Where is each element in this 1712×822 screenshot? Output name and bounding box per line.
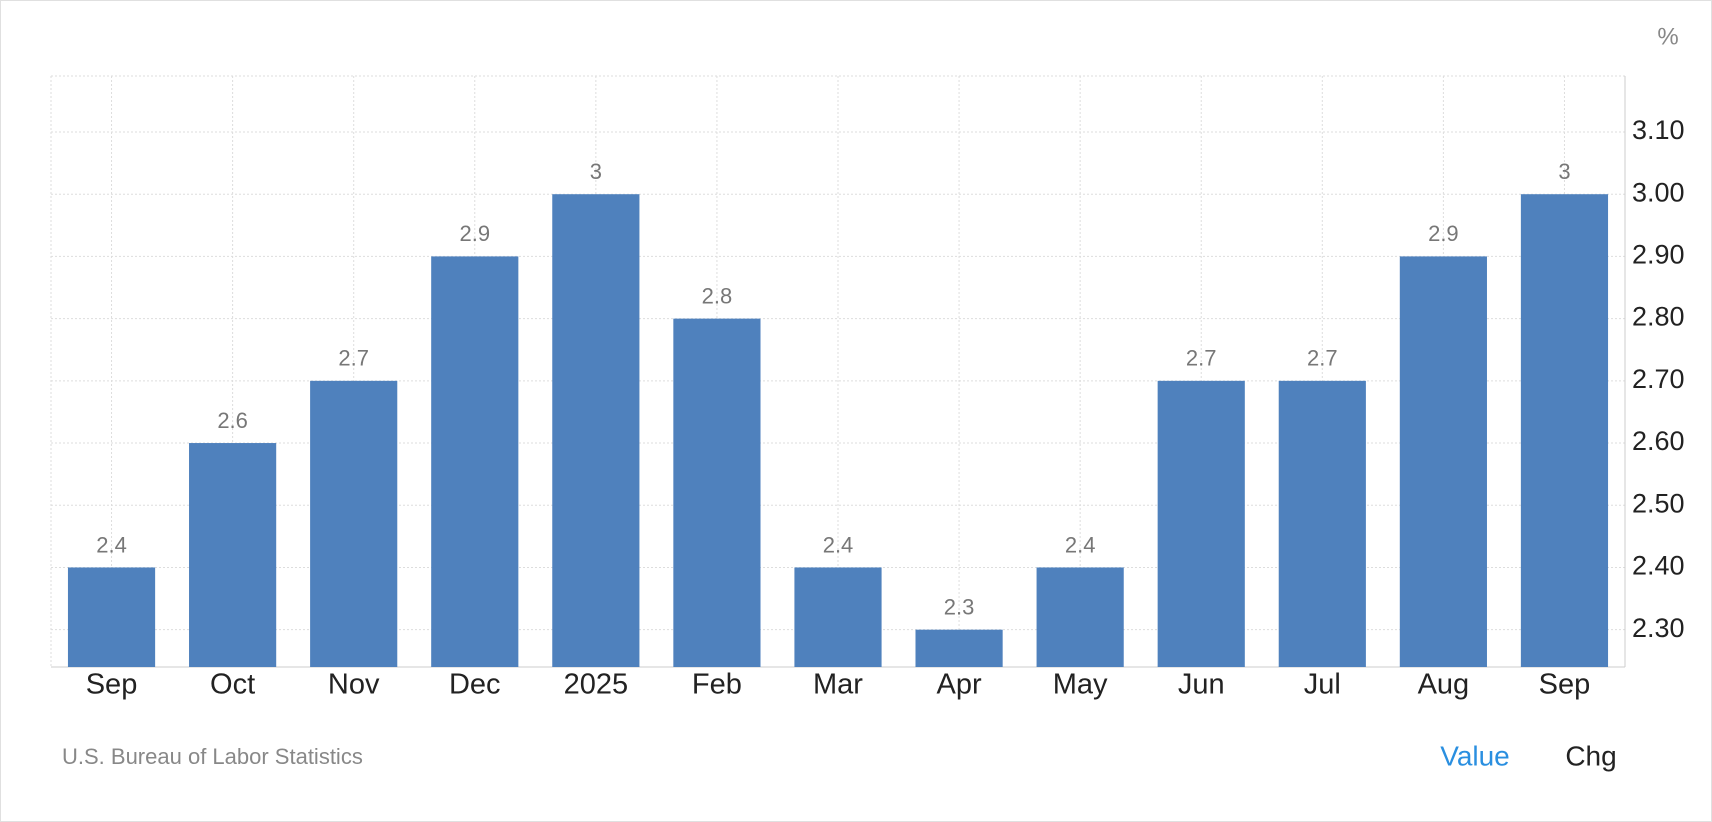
data-label: 2.7	[1186, 346, 1217, 371]
data-label: 2.4	[96, 532, 127, 557]
bar	[431, 256, 519, 667]
bar	[189, 443, 277, 667]
bar	[915, 629, 1003, 667]
data-label: 3	[1558, 159, 1570, 184]
unit-label: %	[1657, 23, 1678, 50]
bar	[794, 567, 882, 667]
source: U.S. Bureau of Labor Statistics	[62, 744, 363, 769]
data-label: 2.9	[459, 221, 490, 246]
bar	[310, 380, 398, 667]
x-tick-label: Aug	[1418, 669, 1470, 701]
bar	[673, 318, 761, 667]
data-label: 2.4	[823, 532, 854, 557]
x-tick-label: Oct	[210, 669, 255, 701]
x-tick-label: Apr	[937, 669, 982, 701]
data-label: 2.7	[1307, 346, 1338, 371]
y-tick-label: 3.10	[1632, 115, 1685, 145]
x-tick-label: May	[1053, 669, 1108, 701]
data-label: 2.8	[702, 283, 733, 308]
y-tick-label: 2.90	[1632, 240, 1685, 270]
data-label: 2.9	[1428, 221, 1459, 246]
y-tick-label: 2.40	[1632, 551, 1685, 581]
x-tick-label: Mar	[813, 669, 863, 701]
bar	[552, 194, 640, 667]
bar	[1278, 380, 1366, 667]
data-label: 2.4	[1065, 532, 1096, 557]
bar	[1520, 194, 1609, 667]
bar	[1399, 256, 1487, 667]
data-label: 2.3	[944, 594, 975, 619]
bar	[1036, 567, 1124, 667]
x-tick-label: Jul	[1304, 669, 1341, 701]
x-tick-label: 2025	[564, 669, 629, 701]
x-tick-label: Sep	[1539, 669, 1591, 701]
x-tick-label: Feb	[692, 669, 742, 701]
y-tick-label: 2.30	[1632, 613, 1685, 643]
x-tick-label: Dec	[449, 669, 501, 701]
x-tick-label: Nov	[328, 669, 380, 701]
x-tick-label: Sep	[86, 669, 138, 701]
y-tick-label: 2.70	[1632, 364, 1685, 394]
y-tick-label: 2.60	[1632, 426, 1685, 456]
bar	[67, 567, 156, 667]
x-tick-label: Jun	[1178, 669, 1225, 701]
data-label: 3	[590, 159, 602, 184]
bar	[1157, 380, 1245, 667]
chg-button[interactable]: Chg	[1565, 740, 1616, 771]
y-tick-label: 3.00	[1632, 177, 1685, 207]
y-tick-label: 2.50	[1632, 488, 1685, 518]
value-button[interactable]: Value	[1440, 740, 1510, 771]
data-label: 2.6	[217, 408, 248, 433]
y-tick-label: 2.80	[1632, 302, 1685, 332]
data-label: 2.7	[338, 346, 369, 371]
